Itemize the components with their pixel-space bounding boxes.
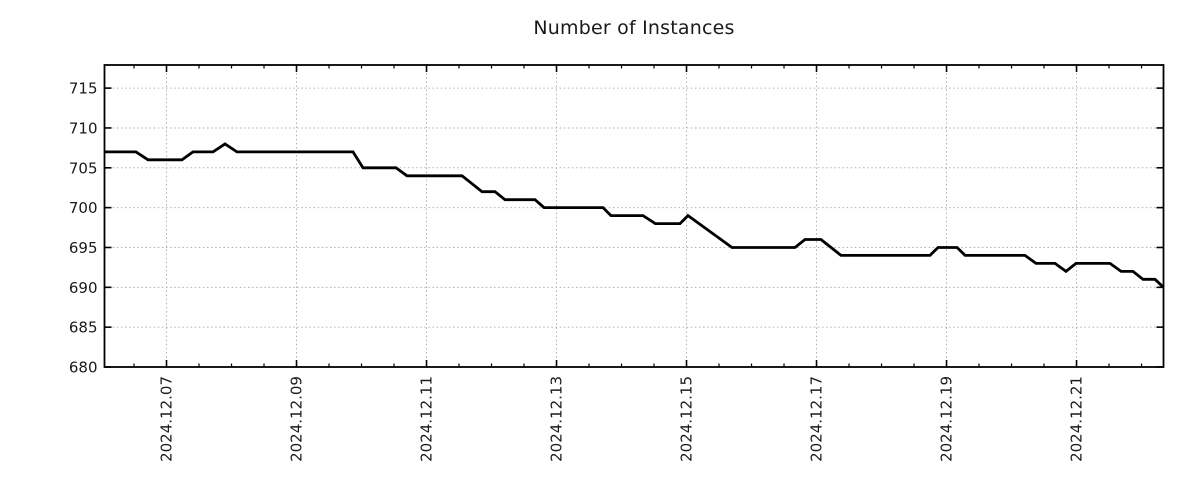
data-line-instances — [104, 142, 1165, 289]
plot-border — [103, 64, 1165, 368]
x-tick-label: 2024.12.17 — [808, 376, 826, 462]
x-tick-label: 2024.12.13 — [548, 376, 566, 462]
chart-title: Number of Instances — [533, 17, 735, 39]
x-tick-label: 2024.12.15 — [678, 376, 696, 462]
y-tick-label: 685 — [69, 319, 98, 337]
y-tick-label: 680 — [69, 359, 98, 377]
x-tick-label: 2024.12.11 — [418, 376, 436, 462]
x-tick-label: 2024.12.09 — [288, 376, 306, 462]
x-tick-label: 2024.12.19 — [938, 376, 956, 462]
y-tick-label: 695 — [69, 239, 98, 257]
x-tick-label: 2024.12.21 — [1068, 376, 1086, 462]
y-tick-label: 690 — [69, 279, 98, 297]
y-tick-label: 705 — [69, 159, 98, 177]
y-tick-label: 700 — [69, 199, 98, 217]
y-tick-label: 710 — [69, 119, 98, 137]
y-tick-label: 715 — [69, 80, 98, 98]
x-tick-label: 2024.12.07 — [158, 376, 176, 462]
